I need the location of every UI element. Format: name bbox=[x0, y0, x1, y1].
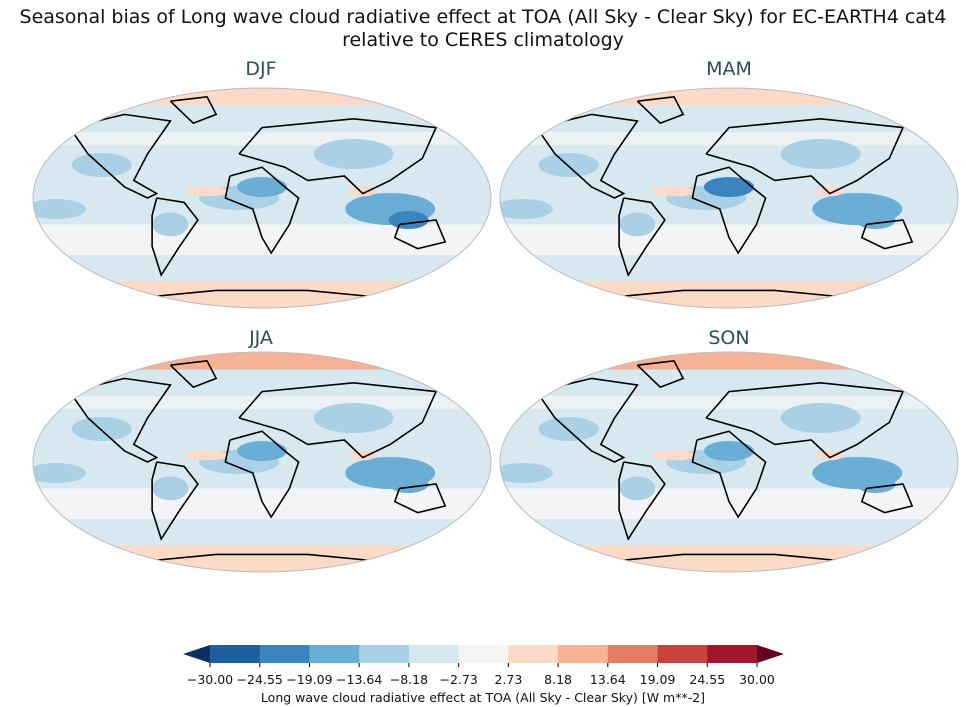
colorbar-tick-label: 8.18 bbox=[544, 672, 572, 687]
coastline bbox=[614, 289, 844, 298]
map-boundary bbox=[32, 351, 492, 573]
colorbar-bin bbox=[458, 645, 509, 663]
map-boundary bbox=[499, 351, 959, 573]
coastline bbox=[224, 166, 300, 255]
colorbar-tick-label: −24.55 bbox=[236, 672, 283, 687]
coastline bbox=[393, 219, 447, 250]
coastline bbox=[535, 377, 639, 463]
colorbar-bin bbox=[508, 645, 559, 663]
coastline bbox=[151, 461, 199, 541]
colorbar-tick-label: −13.64 bbox=[336, 672, 383, 687]
colorbar-bin bbox=[707, 645, 758, 663]
colorbar-bin bbox=[558, 645, 609, 663]
coastline bbox=[705, 381, 905, 459]
colorbar bbox=[183, 645, 784, 667]
coastline bbox=[860, 483, 914, 514]
map-boundary bbox=[32, 87, 492, 309]
figure-subtitle: relative to CERES climatology bbox=[342, 29, 624, 51]
colorbar-bin bbox=[259, 645, 310, 663]
panel-title-son: SON bbox=[708, 327, 750, 349]
coastline bbox=[147, 553, 377, 562]
coastline bbox=[535, 113, 639, 199]
colorbar-bin bbox=[210, 645, 261, 663]
colorbar-bin bbox=[359, 645, 410, 663]
colorbar-bin bbox=[309, 645, 360, 663]
coastline bbox=[238, 117, 438, 195]
map-panel-djf bbox=[32, 87, 492, 309]
colorbar-bin bbox=[408, 645, 460, 663]
coastline bbox=[860, 219, 914, 250]
coastline bbox=[691, 430, 767, 519]
colorbar-tick-label: 13.64 bbox=[589, 672, 626, 687]
coastline bbox=[618, 197, 666, 277]
coastline bbox=[691, 166, 767, 255]
map-panel-son bbox=[499, 351, 959, 573]
colorbar-bin bbox=[657, 645, 708, 663]
colorbar-tick-label: −30.00 bbox=[186, 672, 234, 687]
coastline bbox=[224, 430, 300, 519]
colorbar-tick-label: 24.55 bbox=[689, 672, 726, 687]
figure-title: Seasonal bias of Long wave cloud radiati… bbox=[19, 6, 947, 28]
coastline bbox=[151, 197, 199, 277]
colorbar-tick-label: 30.00 bbox=[739, 672, 775, 687]
coastline bbox=[636, 95, 685, 125]
colorbar-over-triangle bbox=[757, 645, 784, 663]
coastline bbox=[705, 117, 905, 195]
colorbar-label: Long wave cloud radiative effect at TOA … bbox=[260, 690, 706, 705]
colorbar-tick-label: 2.73 bbox=[494, 672, 523, 687]
coastline bbox=[68, 113, 172, 199]
colorbar-tick-label: −8.18 bbox=[389, 672, 429, 687]
map-panel-mam bbox=[499, 87, 959, 309]
colorbar-tick-label: −19.09 bbox=[286, 672, 333, 687]
coastline bbox=[636, 359, 685, 389]
coastline bbox=[614, 553, 844, 562]
colorbar-under-triangle bbox=[183, 645, 210, 663]
panel-title-djf: DJF bbox=[245, 58, 277, 80]
coastline bbox=[238, 381, 438, 459]
colorbar-tick-label: 19.09 bbox=[639, 672, 676, 687]
panel-title-jja: JJA bbox=[249, 327, 273, 349]
map-panel-jja bbox=[32, 351, 492, 573]
colorbar-bin bbox=[607, 645, 659, 663]
coastline bbox=[393, 483, 447, 514]
coastline bbox=[169, 95, 218, 125]
map-boundary bbox=[499, 87, 959, 309]
coastline bbox=[618, 461, 666, 541]
coastline bbox=[147, 289, 377, 298]
coastline bbox=[68, 377, 172, 463]
colorbar-tick-label: −2.73 bbox=[439, 672, 478, 687]
coastline bbox=[169, 359, 218, 389]
panel-title-mam: MAM bbox=[706, 58, 752, 80]
